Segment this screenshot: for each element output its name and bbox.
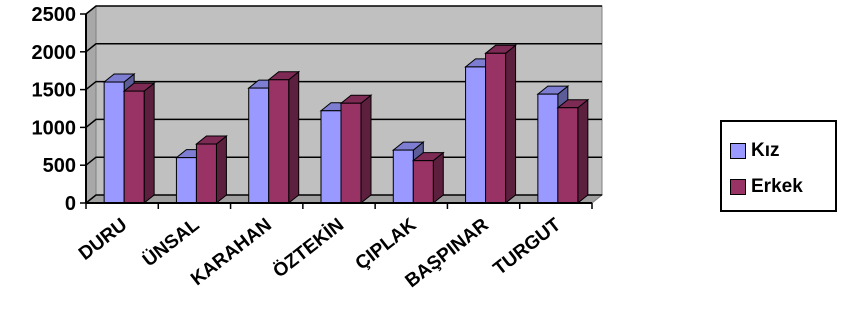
category-label: KARAHAN bbox=[187, 214, 276, 290]
bar-front bbox=[340, 102, 362, 204]
y-tick-label: 0 bbox=[65, 193, 76, 215]
bar-side bbox=[288, 70, 300, 205]
bar-erkek-4 bbox=[411, 151, 445, 205]
bar-front bbox=[557, 107, 579, 204]
category-label: DURU bbox=[75, 214, 131, 264]
bar-front bbox=[412, 160, 434, 204]
gridline bbox=[85, 43, 602, 53]
bar-side bbox=[505, 44, 517, 205]
category-label: ÇIPLAK bbox=[352, 214, 421, 274]
gridline bbox=[85, 118, 602, 128]
bar-front bbox=[175, 157, 197, 204]
gridline bbox=[85, 80, 602, 91]
y-tick-label: 1500 bbox=[32, 80, 77, 102]
bar-erkek-2 bbox=[267, 70, 301, 205]
bar-front bbox=[320, 110, 342, 204]
category-label: ÜNSAL bbox=[139, 214, 204, 271]
bar-front bbox=[248, 87, 270, 204]
bar-front bbox=[392, 149, 414, 204]
bar-side bbox=[577, 98, 589, 205]
axes bbox=[85, 14, 593, 209]
y-tick-label: 2500 bbox=[32, 4, 77, 26]
bar-erkek-5 bbox=[484, 44, 517, 205]
bar-front bbox=[485, 52, 507, 204]
bars bbox=[102, 44, 590, 205]
legend-label-kiz: Kız bbox=[751, 140, 780, 161]
y-tick-label: 1000 bbox=[32, 117, 77, 139]
legend: Kız Erkek bbox=[720, 120, 837, 212]
category-label: ÖZTEKİN bbox=[269, 214, 348, 282]
bar-erkek-1 bbox=[195, 134, 228, 205]
legend-swatch-kiz bbox=[730, 143, 746, 159]
legend-swatch-erkek bbox=[730, 179, 746, 195]
bar-front bbox=[465, 66, 487, 204]
plot-side-wall bbox=[85, 4, 97, 205]
bar-erkek-3 bbox=[339, 94, 373, 205]
bar-front bbox=[537, 93, 559, 204]
legend-item-kiz: Kız bbox=[730, 140, 780, 162]
bar-erkek-0 bbox=[122, 82, 156, 205]
bar-side bbox=[360, 94, 372, 205]
bar-side bbox=[215, 134, 227, 205]
legend-item-erkek: Erkek bbox=[730, 176, 803, 198]
bar-front bbox=[103, 81, 125, 204]
bar-side bbox=[432, 151, 444, 205]
bar-erkek-6 bbox=[556, 98, 590, 205]
y-tick-label: 2000 bbox=[32, 42, 77, 64]
y-tick-label: 500 bbox=[43, 155, 76, 177]
legend-label-erkek: Erkek bbox=[751, 176, 803, 197]
category-label: TURGUT bbox=[490, 214, 566, 280]
bar-front bbox=[268, 79, 290, 204]
bar-front bbox=[123, 90, 145, 204]
gridline bbox=[85, 5, 602, 15]
bar-front bbox=[195, 143, 217, 204]
bar-side bbox=[143, 82, 155, 205]
